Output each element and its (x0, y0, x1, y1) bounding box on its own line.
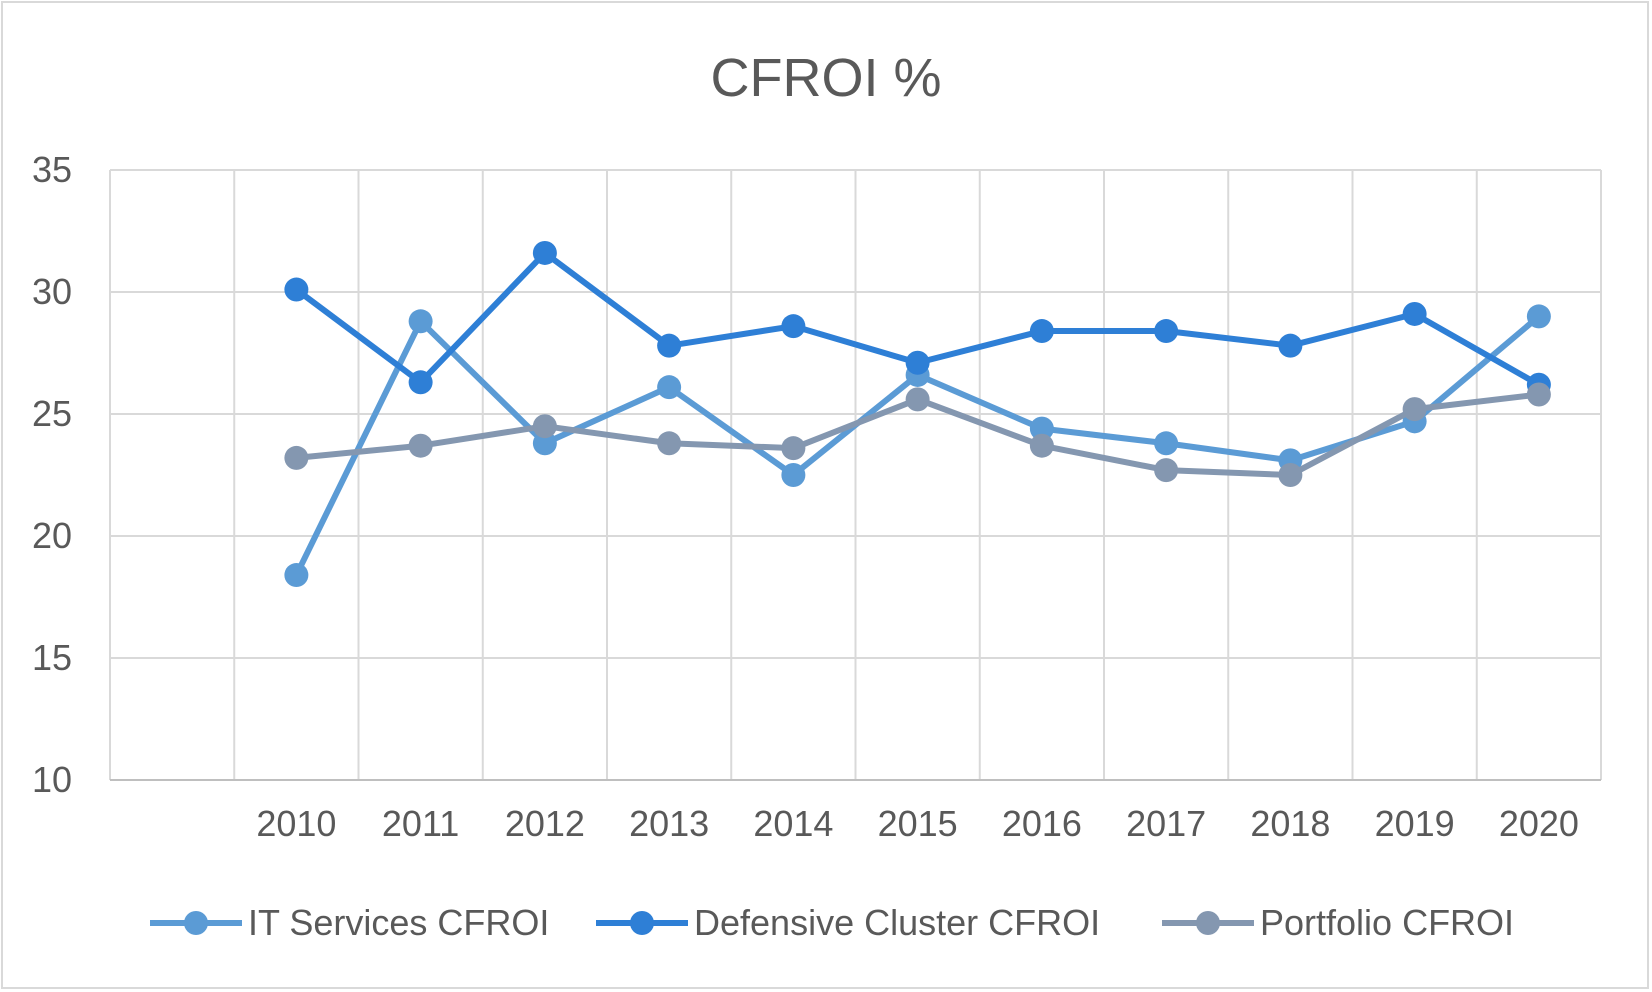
legend-marker (184, 911, 208, 935)
data-point (1029, 416, 1054, 441)
data-point (781, 436, 806, 461)
x-tick-label: 2010 (256, 803, 336, 844)
data-point (905, 387, 930, 412)
x-tick-label: 2020 (1499, 803, 1579, 844)
data-point (408, 433, 433, 458)
y-tick-label: 35 (32, 149, 72, 190)
x-tick-label: 2012 (505, 803, 585, 844)
data-point (532, 240, 557, 265)
data-point (284, 277, 309, 302)
data-point (1278, 333, 1303, 358)
series-lines (284, 240, 1551, 588)
legend-marker (630, 911, 654, 935)
chart-title: CFROI % (710, 48, 941, 108)
legend-item-1: Defensive Cluster CFROI (596, 902, 1100, 943)
legend-item-2: Portfolio CFROI (1162, 902, 1514, 943)
series-2 (284, 382, 1551, 487)
x-axis-ticks: 2010 2011 2012 2013 2014 2015 2016 2017 2018 2019… (256, 803, 1579, 844)
data-point (408, 370, 433, 395)
data-point (781, 463, 806, 487)
data-point (781, 314, 806, 339)
x-tick-label: 2019 (1375, 803, 1455, 844)
y-tick-label: 20 (32, 515, 72, 556)
series-1 (284, 240, 1551, 397)
data-point (532, 431, 557, 456)
data-point (532, 414, 557, 439)
data-point (657, 375, 682, 400)
y-tick-label: 15 (32, 637, 72, 678)
data-point (1402, 301, 1427, 326)
data-point (1029, 433, 1054, 458)
data-point (284, 445, 309, 470)
data-point (1154, 458, 1179, 483)
legend-item-0: IT Services CFROI (150, 902, 549, 943)
data-point (1154, 431, 1179, 456)
data-point (1154, 319, 1179, 344)
data-point (1278, 463, 1303, 487)
y-tick-label: 30 (32, 271, 72, 312)
legend-label: IT Services CFROI (248, 902, 549, 943)
legend-label: Portfolio CFROI (1260, 902, 1514, 943)
y-tick-label: 10 (32, 759, 72, 800)
x-tick-label: 2011 (382, 803, 459, 844)
data-point (1402, 397, 1427, 422)
legend: IT Services CFROI Defensive Cluster CFROI… (150, 902, 1514, 943)
legend-label: Defensive Cluster CFROI (694, 902, 1100, 943)
x-tick-label: 2016 (1002, 803, 1082, 844)
series-0 (284, 304, 1551, 588)
x-tick-label: 2017 (1126, 803, 1206, 844)
x-tick-label: 2014 (753, 803, 833, 844)
y-tick-label: 25 (32, 393, 72, 434)
y-axis-ticks: 10 15 20 25 30 35 (32, 149, 72, 800)
x-tick-label: 2015 (878, 803, 958, 844)
data-point (284, 563, 309, 588)
data-point (408, 309, 433, 334)
gridlines (109, 169, 1602, 781)
x-tick-label: 2013 (629, 803, 709, 844)
data-point (1029, 319, 1054, 344)
legend-marker (1196, 911, 1220, 935)
data-point (657, 431, 682, 456)
data-point (905, 350, 930, 375)
data-point (1526, 304, 1551, 329)
data-point (1526, 382, 1551, 407)
data-point (657, 333, 682, 358)
x-tick-label: 2018 (1250, 803, 1330, 844)
